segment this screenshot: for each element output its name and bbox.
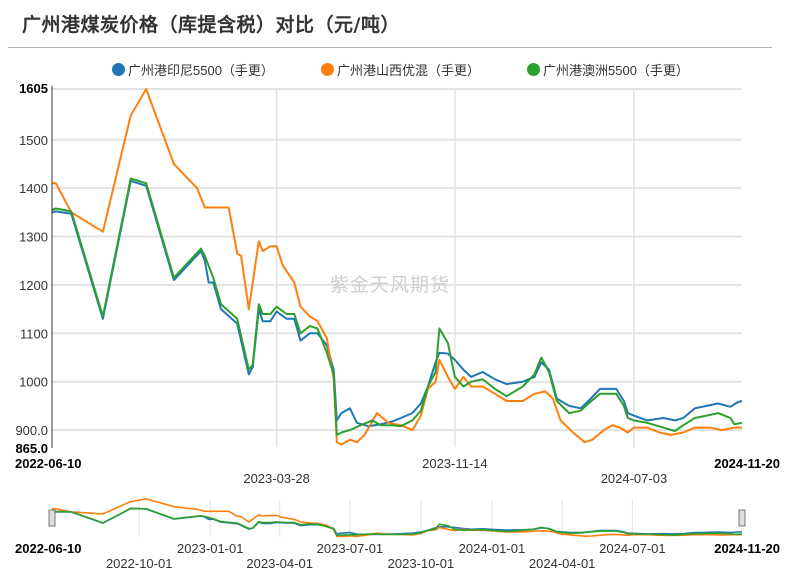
navigator-right-handle[interactable] (738, 509, 746, 527)
nav-series-line (52, 497, 742, 538)
nav-tick-label: 2023-01-01 (177, 541, 244, 556)
y-tick-label: 1400 (19, 181, 48, 196)
legend-label: 广州港澳洲5500（手更） (543, 63, 689, 78)
nav-tick-label: 2024-01-01 (459, 541, 526, 556)
series-line (52, 88, 742, 446)
legend-item-indonesia-5500[interactable]: 广州港印尼5500（手更） (112, 60, 274, 79)
nav-tick-label: 2024-07-01 (599, 541, 666, 556)
y-max-label: 1605 (19, 81, 48, 96)
nav-series-line (51, 507, 743, 537)
y-tick-label: 1100 (20, 326, 48, 341)
nav-tick-label: 2023-07-01 (317, 541, 384, 556)
grid-lines (52, 88, 742, 447)
nav-tick-label: 2022-10-01 (106, 556, 173, 571)
legend-label: 广州港印尼5500（手更） (128, 63, 274, 78)
legend: 广州港印尼5500（手更） 广州港山西优混（手更） 广州港澳洲5500（手更） (0, 60, 796, 80)
nav-tick-label: 2023-10-01 (388, 556, 455, 571)
legend-item-australia-5500[interactable]: 广州港澳洲5500（手更） (527, 60, 689, 79)
navigator-labels: 2022-06-10 2024-11-20 2023-01-01 2023-07-01… (15, 541, 780, 571)
series-line (51, 179, 743, 428)
title-divider (8, 47, 772, 48)
series-line (51, 177, 743, 436)
x-axis-labels: 2022-06-10 2023-03-28 2023-11-14 2024-07-03… (15, 456, 780, 486)
nav-start-label: 2022-06-10 (15, 541, 82, 556)
y-min-label: 865.0 (15, 441, 48, 456)
nav-end-label: 2024-11-20 (714, 541, 780, 556)
main-chart[interactable]: 1605 1500 1400 1300 1200 1100 1000 900.0 865.0 2… (0, 0, 796, 500)
legend-dot-icon (112, 63, 125, 76)
y-axis-labels: 1605 1500 1400 1300 1200 1100 1000 900.0 865.0 (15, 81, 48, 456)
y-tick-label: 1500 (19, 133, 48, 148)
legend-dot-icon (527, 63, 540, 76)
navigator[interactable]: 2022-06-10 2024-11-20 2023-01-01 2023-07-01… (0, 495, 796, 575)
chart-title: 广州港煤炭价格（库提含税）对比（元/吨） (22, 14, 400, 36)
series-lines (51, 88, 743, 446)
y-tick-label: 1300 (19, 230, 48, 245)
navigator-left-handle[interactable] (48, 509, 56, 527)
legend-label: 广州港山西优混（手更） (337, 63, 481, 78)
x-tick-label: 2023-03-28 (243, 471, 310, 486)
nav-tick-label: 2023-04-01 (246, 556, 313, 571)
y-tick-label: 1200 (19, 278, 48, 293)
x-tick-label: 2024-07-03 (601, 471, 668, 486)
y-tick-label: 1000 (19, 375, 48, 390)
watermark: 紫金天风期货 (330, 275, 451, 296)
x-tick-label: 2023-11-14 (422, 456, 488, 471)
x-start-label: 2022-06-10 (15, 456, 82, 471)
legend-item-shanxi-mixed[interactable]: 广州港山西优混（手更） (321, 60, 480, 79)
nav-tick-label: 2024-04-01 (529, 556, 596, 571)
x-end-label: 2024-11-20 (714, 456, 780, 471)
navigator-series (51, 497, 743, 538)
y-tick-label: 900.0 (15, 423, 48, 438)
legend-dot-icon (321, 63, 334, 76)
